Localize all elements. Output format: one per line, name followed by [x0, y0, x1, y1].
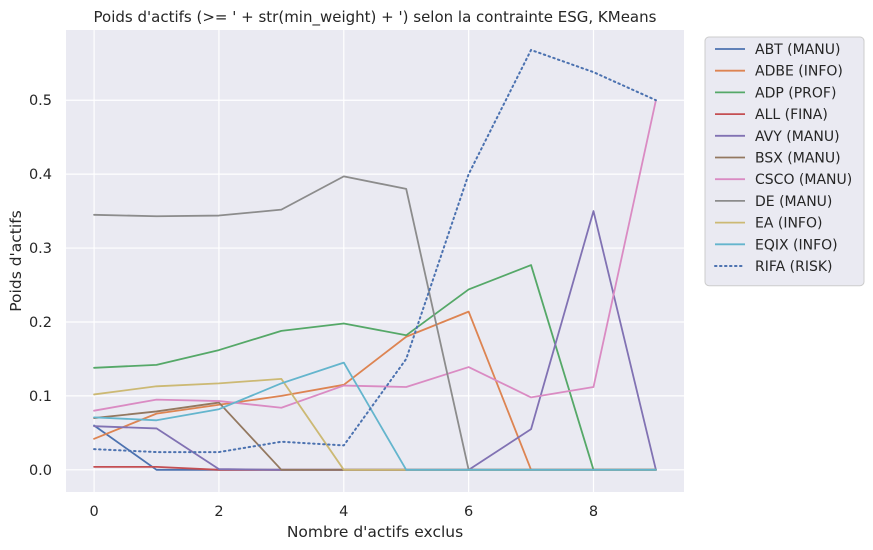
y-tick-label: 0.3: [29, 241, 52, 257]
plot-area: [66, 30, 684, 492]
legend-label: ABT (MANU): [755, 42, 840, 58]
legend-label: RIFA (RISK): [755, 259, 833, 275]
legend-label: EQIX (INFO): [755, 237, 838, 253]
x-tick-label: 0: [89, 504, 98, 520]
y-axis-ticks: 0.0 0.1 0.2 0.3 0.4 0.5: [29, 93, 52, 479]
legend-frame: [704, 36, 865, 287]
legend-label: EA (INFO): [755, 216, 822, 232]
legend-label: ALL (FINA): [755, 107, 828, 123]
y-tick-label: 0.1: [29, 389, 52, 405]
series-line-rifa: [93, 48, 657, 454]
chart-title: Poids d'actifs (>= ' + str(min_weight) +…: [94, 8, 657, 27]
series-lines: [93, 48, 657, 471]
y-tick-label: 0.2: [29, 315, 52, 331]
y-tick-label: 0.0: [29, 463, 52, 479]
legend-label: AVY (MANU): [755, 129, 840, 145]
legend-label: CSCO (MANU): [755, 172, 852, 188]
series-line-eqix: [93, 361, 657, 471]
x-tick-label: 6: [464, 504, 473, 520]
x-tick-label: 8: [589, 504, 598, 520]
x-tick-label: 4: [339, 504, 348, 520]
x-tick-label: 2: [214, 504, 223, 520]
legend-label: ADP (PROF): [755, 85, 836, 101]
legend-label: ADBE (INFO): [755, 64, 843, 80]
series-line-adp: [93, 264, 657, 471]
legend-label: BSX (MANU): [755, 151, 841, 167]
legend: ABT (MANU) ADBE (INFO) ADP (PROF) ALL (FINA…: [704, 36, 865, 287]
legend-label: DE (MANU): [755, 194, 832, 210]
x-axis-ticks: 0 2 4 6 8: [89, 504, 598, 520]
series-line-csco: [93, 99, 657, 412]
x-axis-title: Nombre d'actifs exclus: [287, 523, 463, 541]
y-tick-label: 0.5: [29, 93, 52, 109]
y-axis-title: Poids d'actifs: [7, 210, 25, 311]
y-tick-label: 0.4: [29, 167, 52, 183]
